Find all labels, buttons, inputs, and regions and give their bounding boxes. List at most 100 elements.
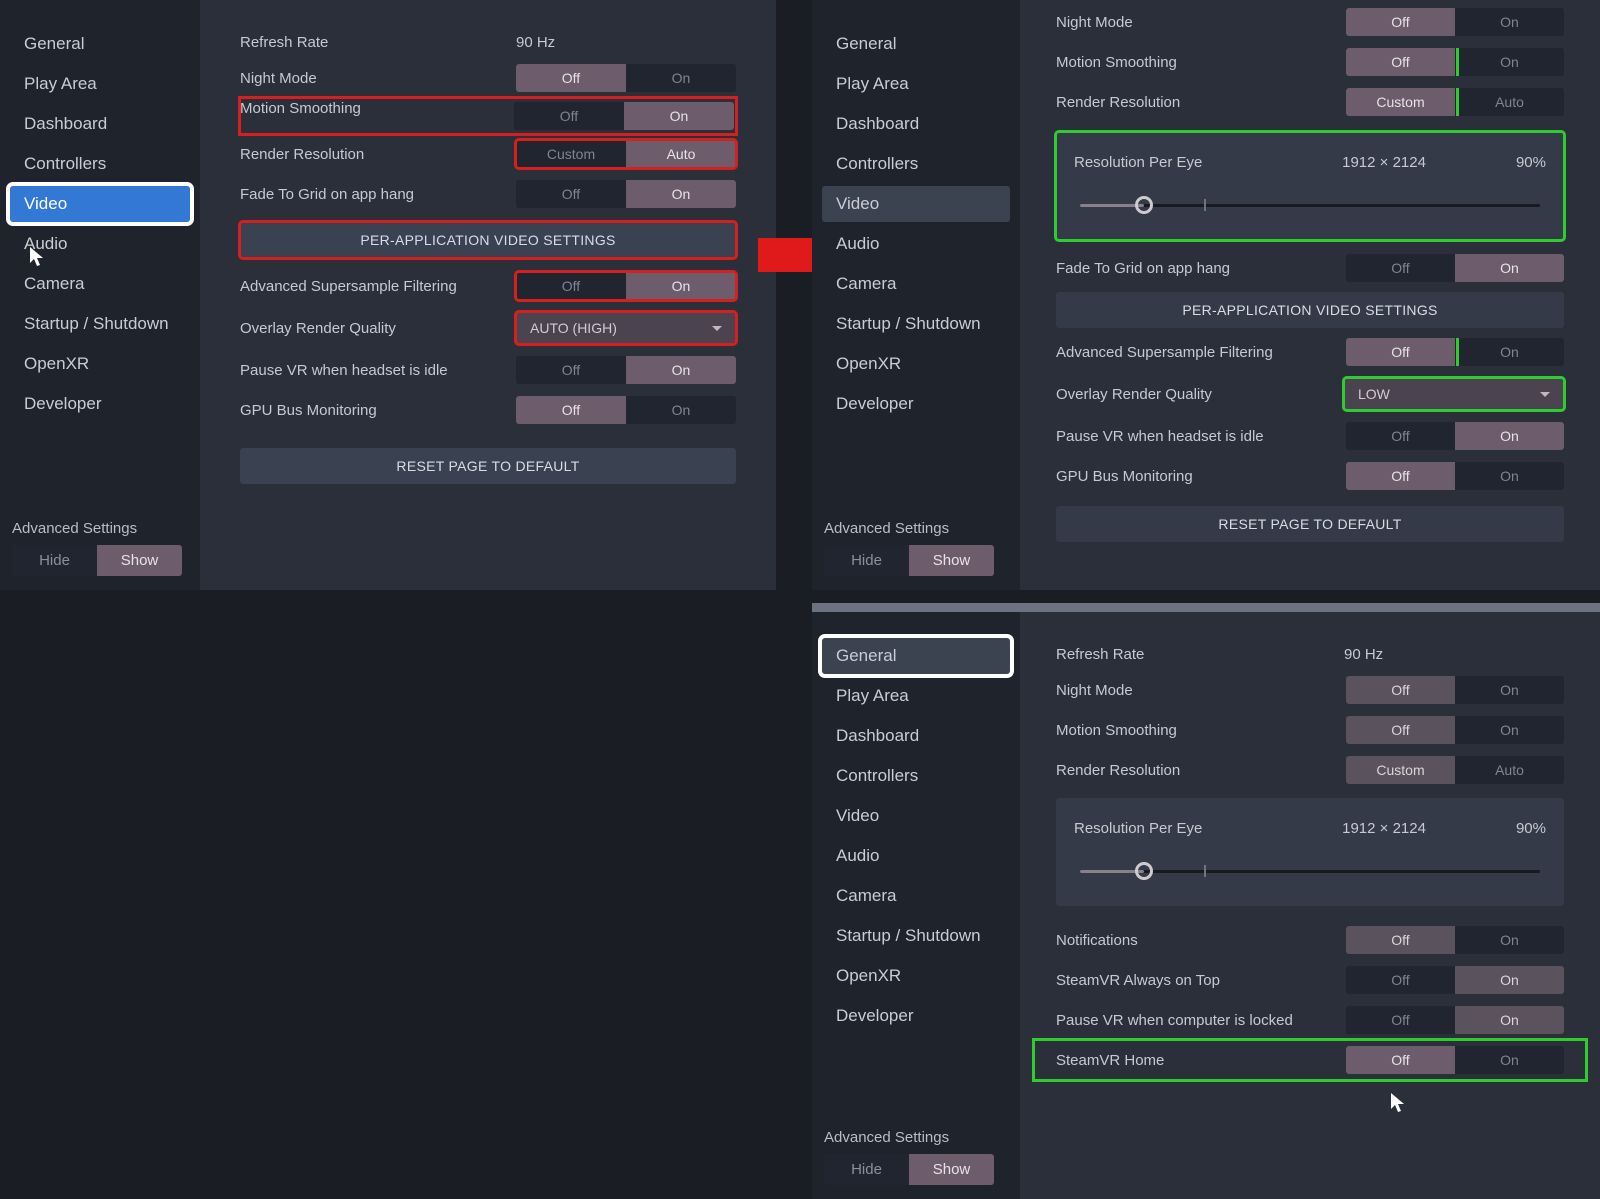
nav-general[interactable]: General — [10, 26, 190, 62]
aot-off[interactable]: Off — [1346, 966, 1455, 994]
advanced-show[interactable]: Show — [909, 545, 994, 576]
advanced-show[interactable]: Show — [97, 545, 182, 576]
asf-off[interactable]: Off — [1346, 338, 1455, 366]
pause-toggle[interactable]: Off On — [516, 356, 736, 384]
fade-on[interactable]: On — [626, 180, 736, 208]
resolution-slider[interactable] — [1080, 196, 1540, 214]
gpu-off[interactable]: Off — [1346, 462, 1455, 490]
night-toggle[interactable]: Off On — [1346, 676, 1564, 704]
nav-camera[interactable]: Camera — [822, 878, 1010, 914]
home-on[interactable]: On — [1455, 1046, 1564, 1074]
reset-button[interactable]: RESET PAGE TO DEFAULT — [1056, 506, 1564, 542]
notif-toggle[interactable]: Off On — [1346, 926, 1564, 954]
motion-on[interactable]: On — [1455, 48, 1564, 76]
nav-developer[interactable]: Developer — [10, 386, 190, 422]
nav-controllers[interactable]: Controllers — [822, 758, 1010, 794]
gpu-toggle[interactable]: Off On — [516, 396, 736, 424]
resolution-slider[interactable] — [1080, 862, 1540, 880]
gpu-toggle[interactable]: Off On — [1346, 462, 1564, 490]
fade-off[interactable]: Off — [516, 180, 626, 208]
advanced-show[interactable]: Show — [909, 1154, 994, 1185]
orq-dropdown[interactable]: AUTO (HIGH) — [516, 312, 736, 344]
pause-off[interactable]: Off — [516, 356, 626, 384]
advanced-toggle[interactable]: Hide Show — [824, 545, 994, 576]
asf-on[interactable]: On — [626, 272, 736, 300]
nav-controllers[interactable]: Controllers — [10, 146, 190, 182]
nav-general[interactable]: General — [822, 26, 1010, 62]
lock-off[interactable]: Off — [1346, 1006, 1455, 1034]
nav-dashboard[interactable]: Dashboard — [10, 106, 190, 142]
asf-off[interactable]: Off — [516, 272, 626, 300]
nav-general[interactable]: General — [822, 638, 1010, 674]
motion-off[interactable]: Off — [1346, 48, 1455, 76]
night-on[interactable]: On — [1455, 676, 1564, 704]
fade-off[interactable]: Off — [1346, 254, 1455, 282]
notif-off[interactable]: Off — [1346, 926, 1455, 954]
asf-toggle[interactable]: Off On — [1346, 338, 1564, 366]
fade-toggle[interactable]: Off On — [1346, 254, 1564, 282]
render-custom[interactable]: Custom — [1346, 756, 1455, 784]
nav-developer[interactable]: Developer — [822, 998, 1010, 1034]
night-off[interactable]: Off — [1346, 8, 1455, 36]
nav-video[interactable]: Video — [822, 186, 1010, 222]
nav-developer[interactable]: Developer — [822, 386, 1010, 422]
reset-button[interactable]: RESET PAGE TO DEFAULT — [240, 448, 736, 484]
render-auto[interactable]: Auto — [626, 140, 736, 168]
lock-on[interactable]: On — [1455, 1006, 1564, 1034]
orq-dropdown[interactable]: LOW — [1344, 378, 1564, 410]
motion-toggle[interactable]: Off On — [1346, 48, 1564, 76]
night-on[interactable]: On — [626, 64, 736, 92]
fade-on[interactable]: On — [1455, 254, 1564, 282]
aot-on[interactable]: On — [1455, 966, 1564, 994]
home-off[interactable]: Off — [1346, 1046, 1455, 1074]
night-off[interactable]: Off — [1346, 676, 1455, 704]
nav-playarea[interactable]: Play Area — [822, 66, 1010, 102]
motion-toggle[interactable]: Off On — [1346, 716, 1564, 744]
nav-video[interactable]: Video — [822, 798, 1010, 834]
nav-openxr[interactable]: OpenXR — [822, 958, 1010, 994]
nav-camera[interactable]: Camera — [822, 266, 1010, 302]
motion-on[interactable]: On — [1455, 716, 1564, 744]
nav-openxr[interactable]: OpenXR — [822, 346, 1010, 382]
render-toggle[interactable]: Custom Auto — [516, 140, 736, 168]
gpu-on[interactable]: On — [1455, 462, 1564, 490]
fade-toggle[interactable]: Off On — [516, 180, 736, 208]
render-auto[interactable]: Auto — [1455, 756, 1564, 784]
advanced-hide[interactable]: Hide — [824, 545, 909, 576]
gpu-off[interactable]: Off — [516, 396, 626, 424]
notif-on[interactable]: On — [1455, 926, 1564, 954]
nav-openxr[interactable]: OpenXR — [10, 346, 190, 382]
render-custom[interactable]: Custom — [1346, 88, 1455, 116]
night-on[interactable]: On — [1455, 8, 1564, 36]
motion-on[interactable]: On — [624, 102, 734, 130]
pause-off[interactable]: Off — [1346, 422, 1455, 450]
aot-toggle[interactable]: Off On — [1346, 966, 1564, 994]
pause-on[interactable]: On — [1455, 422, 1564, 450]
asf-toggle[interactable]: Off On — [516, 272, 736, 300]
nav-playarea[interactable]: Play Area — [822, 678, 1010, 714]
nav-playarea[interactable]: Play Area — [10, 66, 190, 102]
nav-video[interactable]: Video — [10, 186, 190, 222]
render-custom[interactable]: Custom — [516, 140, 626, 168]
advanced-toggle[interactable]: Hide Show — [12, 545, 182, 576]
gpu-on[interactable]: On — [626, 396, 736, 424]
motion-off[interactable]: Off — [1346, 716, 1455, 744]
advanced-hide[interactable]: Hide — [824, 1154, 909, 1185]
motion-toggle[interactable]: Off On — [514, 102, 734, 130]
motion-off[interactable]: Off — [514, 102, 624, 130]
home-toggle[interactable]: Off On — [1346, 1046, 1564, 1074]
night-off[interactable]: Off — [516, 64, 626, 92]
lock-toggle[interactable]: Off On — [1346, 1006, 1564, 1034]
advanced-hide[interactable]: Hide — [12, 545, 97, 576]
per-app-button[interactable]: PER-APPLICATION VIDEO SETTINGS — [240, 222, 736, 258]
advanced-toggle[interactable]: Hide Show — [824, 1154, 994, 1185]
nav-startup[interactable]: Startup / Shutdown — [822, 918, 1010, 954]
render-toggle[interactable]: Custom Auto — [1346, 756, 1564, 784]
nav-camera[interactable]: Camera — [10, 266, 190, 302]
per-app-button[interactable]: PER-APPLICATION VIDEO SETTINGS — [1056, 292, 1564, 328]
asf-on[interactable]: On — [1455, 338, 1564, 366]
pause-toggle[interactable]: Off On — [1346, 422, 1564, 450]
pause-on[interactable]: On — [626, 356, 736, 384]
nav-dashboard[interactable]: Dashboard — [822, 718, 1010, 754]
render-toggle[interactable]: Custom Auto — [1346, 88, 1564, 116]
